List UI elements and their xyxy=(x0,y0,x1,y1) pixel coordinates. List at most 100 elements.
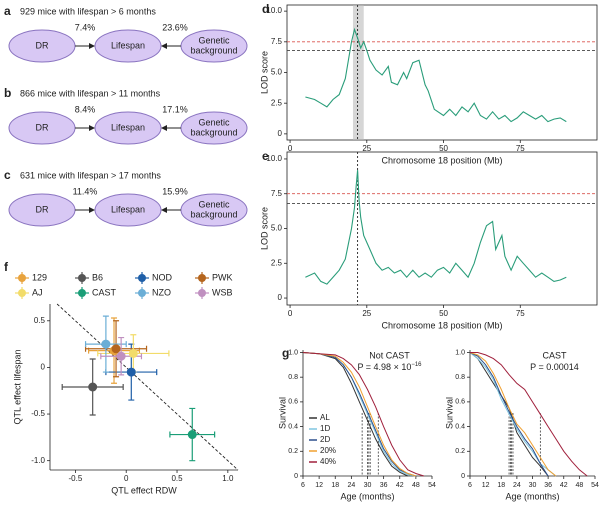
legend-marker xyxy=(198,274,206,282)
y-tick-label: 0 xyxy=(461,473,465,480)
node-label: background xyxy=(190,45,237,55)
x-tick-label: 6 xyxy=(301,482,305,489)
plot-frame xyxy=(286,4,598,141)
x-tick-label: 0.5 xyxy=(171,474,183,483)
legend-label: PWK xyxy=(212,272,233,282)
y-tick-label: 10.0 xyxy=(266,6,282,15)
y-tick-label: 0.4 xyxy=(455,423,465,430)
y-tick-label: 0 xyxy=(278,293,283,302)
node-label: Lifespan xyxy=(111,40,145,50)
y-tick-label: -0.5 xyxy=(31,409,45,418)
node-label: DR xyxy=(36,204,49,214)
p-value-text: P = 4.98 × 10 xyxy=(357,362,411,372)
x-tick-label: 42 xyxy=(396,482,404,489)
x-axis-label: Chromosome 18 position (Mb) xyxy=(381,155,502,165)
y-tick-label: 0.8 xyxy=(455,374,465,381)
y-axis-label: LOD score xyxy=(259,51,269,94)
legend-label: 129 xyxy=(32,272,47,282)
panel-title: CAST xyxy=(542,350,567,360)
lod-line xyxy=(305,27,567,123)
x-tick-label: 25 xyxy=(362,144,371,153)
y-tick-label: 1.0 xyxy=(288,349,298,356)
diagram-title: 929 mice with lifespan > 6 months xyxy=(20,6,156,16)
y-axis-label: QTL effect lifespan xyxy=(12,349,22,424)
panel-title: Not CAST xyxy=(369,350,410,360)
edge-label: 8.4% xyxy=(75,104,96,114)
x-tick-label: 30 xyxy=(364,482,372,489)
legend-label: NZO xyxy=(152,287,171,297)
node-label: DR xyxy=(36,122,49,132)
plot-frame xyxy=(286,151,598,306)
x-tick-label: 0 xyxy=(288,309,293,318)
legend-label: 40% xyxy=(320,457,336,466)
x-axis-label: Age (months) xyxy=(340,491,394,501)
survival-curve xyxy=(302,352,409,477)
node-label: background xyxy=(190,127,237,137)
node-label: Genetic xyxy=(198,117,230,127)
survival-curve xyxy=(469,352,557,477)
node-label: Lifespan xyxy=(111,122,145,132)
panel-letter: c xyxy=(4,168,11,182)
x-tick-label: 48 xyxy=(412,482,420,489)
x-tick-label: 18 xyxy=(331,482,339,489)
y-tick-label: 0.2 xyxy=(288,448,298,455)
legend-label: AL xyxy=(320,413,330,422)
x-tick-label: 75 xyxy=(516,309,525,318)
legend-label: NOD xyxy=(152,272,173,282)
y-tick-label: 0 xyxy=(278,129,283,138)
point xyxy=(101,339,111,349)
panel-letter: d xyxy=(262,2,269,16)
panel-letter: f xyxy=(4,260,9,274)
lod-line xyxy=(305,170,567,285)
y-tick-label: 7.5 xyxy=(271,37,283,46)
x-tick-label: 54 xyxy=(428,482,436,489)
legend-marker xyxy=(78,289,86,297)
x-tick-label: 54 xyxy=(591,482,599,489)
y-tick-label: 0 xyxy=(41,363,46,372)
x-tick-label: 30 xyxy=(529,482,537,489)
y-tick-label: 5.0 xyxy=(271,224,283,233)
x-tick-label: 18 xyxy=(497,482,505,489)
node-label: Lifespan xyxy=(111,204,145,214)
survival-curve xyxy=(469,352,549,477)
reference-line xyxy=(56,303,239,471)
x-tick-label: 24 xyxy=(513,482,521,489)
legend-label: AJ xyxy=(32,287,43,297)
node-label: DR xyxy=(36,40,49,50)
y-tick-label: 0.8 xyxy=(288,374,298,381)
y-tick-label: 2.5 xyxy=(271,258,283,267)
legend-label: CAST xyxy=(92,287,117,297)
y-tick-label: 2.5 xyxy=(271,98,283,107)
x-tick-label: 1.0 xyxy=(222,474,234,483)
x-tick-label: 42 xyxy=(560,482,568,489)
x-tick-label: 36 xyxy=(544,482,552,489)
x-axis-label: Age (months) xyxy=(505,491,559,501)
legend-label: 2D xyxy=(320,435,330,444)
y-tick-label: 0.5 xyxy=(34,316,46,325)
y-tick-label: 0.2 xyxy=(455,448,465,455)
edge-label: 11.4% xyxy=(73,186,98,196)
y-tick-label: 0 xyxy=(294,473,298,480)
survival-curve xyxy=(469,352,557,477)
x-tick-label: 50 xyxy=(439,309,448,318)
legend-label: 1D xyxy=(320,424,330,433)
legend-label: 20% xyxy=(320,446,336,455)
legend-marker xyxy=(18,289,26,297)
x-axis-label: Chromosome 18 position (Mb) xyxy=(381,320,502,330)
node-label: background xyxy=(190,209,237,219)
legend-label: WSB xyxy=(212,287,233,297)
diagram-title: 866 mice with lifespan > 11 months xyxy=(20,88,161,98)
point xyxy=(88,382,98,392)
y-tick-label: 1.0 xyxy=(455,349,465,356)
y-tick-label: 0.4 xyxy=(288,423,298,430)
point xyxy=(187,430,197,440)
x-tick-label: 36 xyxy=(380,482,388,489)
point xyxy=(111,344,121,354)
node-label: Genetic xyxy=(198,35,230,45)
edge-label: 17.1% xyxy=(162,104,188,114)
y-tick-label: -1.0 xyxy=(31,456,45,465)
x-axis-label: QTL effect RDW xyxy=(111,485,177,495)
survival-curve xyxy=(302,352,417,477)
x-tick-label: 0 xyxy=(288,144,293,153)
